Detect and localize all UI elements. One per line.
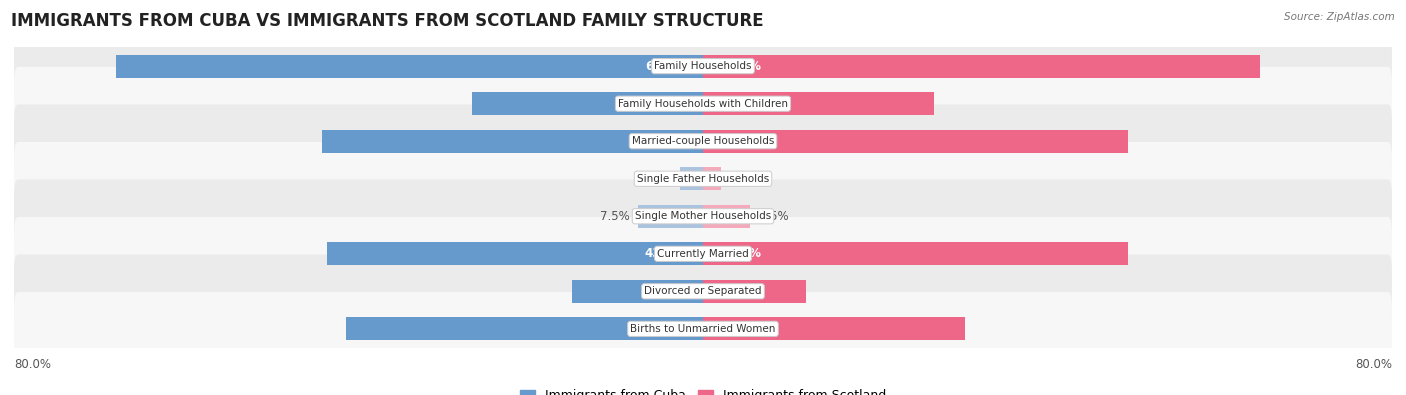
Legend: Immigrants from Cuba, Immigrants from Scotland: Immigrants from Cuba, Immigrants from Sc… <box>515 384 891 395</box>
Text: 12.0%: 12.0% <box>720 285 761 298</box>
Bar <box>472 92 703 115</box>
Text: 41.5%: 41.5% <box>645 322 686 335</box>
Text: 80.0%: 80.0% <box>14 358 51 371</box>
FancyBboxPatch shape <box>14 217 1392 291</box>
Text: 80.0%: 80.0% <box>1355 358 1392 371</box>
Text: Births to Unmarried Women: Births to Unmarried Women <box>630 324 776 334</box>
Text: 49.3%: 49.3% <box>720 135 761 148</box>
Bar <box>115 55 703 78</box>
FancyBboxPatch shape <box>14 104 1392 178</box>
Text: Source: ZipAtlas.com: Source: ZipAtlas.com <box>1284 12 1395 22</box>
Bar <box>679 167 703 190</box>
Text: Single Father Households: Single Father Households <box>637 174 769 184</box>
Text: 2.1%: 2.1% <box>730 172 759 185</box>
FancyBboxPatch shape <box>14 179 1392 253</box>
Bar <box>703 280 807 303</box>
Bar <box>703 55 1260 78</box>
Bar <box>703 92 934 115</box>
Text: 64.7%: 64.7% <box>720 60 761 73</box>
Text: 2.7%: 2.7% <box>641 172 671 185</box>
Text: 44.2%: 44.2% <box>645 135 686 148</box>
Bar <box>346 317 703 340</box>
FancyBboxPatch shape <box>14 67 1392 141</box>
Text: IMMIGRANTS FROM CUBA VS IMMIGRANTS FROM SCOTLAND FAMILY STRUCTURE: IMMIGRANTS FROM CUBA VS IMMIGRANTS FROM … <box>11 12 763 30</box>
Text: Divorced or Separated: Divorced or Separated <box>644 286 762 296</box>
FancyBboxPatch shape <box>14 142 1392 216</box>
Bar <box>703 167 721 190</box>
Text: Single Mother Households: Single Mother Households <box>636 211 770 221</box>
Text: 30.4%: 30.4% <box>720 322 761 335</box>
Text: 7.5%: 7.5% <box>600 210 630 223</box>
Text: 26.8%: 26.8% <box>645 97 686 110</box>
Bar <box>638 205 703 228</box>
Bar <box>572 280 703 303</box>
Text: Family Households: Family Households <box>654 61 752 71</box>
Text: Married-couple Households: Married-couple Households <box>631 136 775 146</box>
Text: 49.3%: 49.3% <box>720 247 761 260</box>
FancyBboxPatch shape <box>14 254 1392 328</box>
FancyBboxPatch shape <box>14 292 1392 366</box>
Text: 5.5%: 5.5% <box>759 210 789 223</box>
Text: 68.2%: 68.2% <box>645 60 686 73</box>
Bar <box>703 242 1128 265</box>
Bar <box>322 130 703 153</box>
Bar <box>326 242 703 265</box>
Text: 15.2%: 15.2% <box>645 285 686 298</box>
Bar <box>703 317 965 340</box>
Text: 43.7%: 43.7% <box>645 247 686 260</box>
Text: Family Households with Children: Family Households with Children <box>619 99 787 109</box>
FancyBboxPatch shape <box>14 29 1392 103</box>
Text: 26.8%: 26.8% <box>720 97 761 110</box>
Bar <box>703 130 1128 153</box>
Bar <box>703 205 751 228</box>
Text: Currently Married: Currently Married <box>657 249 749 259</box>
